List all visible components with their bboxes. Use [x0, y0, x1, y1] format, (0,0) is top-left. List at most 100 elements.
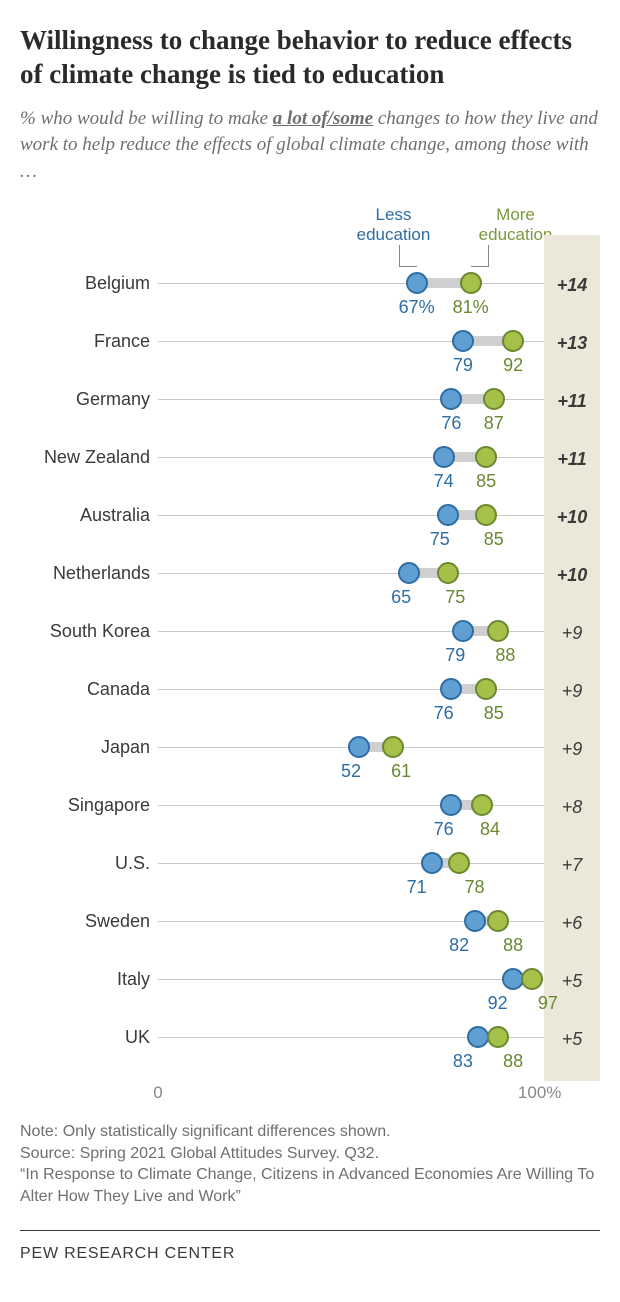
chart-row: Australia7585+10 — [20, 501, 600, 559]
chart-row: Netherlands6575+10 — [20, 559, 600, 617]
baseline — [158, 573, 544, 574]
baseline — [158, 283, 544, 284]
dot-less-education — [440, 794, 462, 816]
value-more-education: 78 — [465, 877, 485, 898]
dot-less-education — [440, 678, 462, 700]
footer-attribution: PEW RESEARCH CENTER — [20, 1230, 600, 1263]
country-label: Australia — [20, 501, 158, 526]
diff-value: +13 — [544, 333, 600, 354]
dot-less-education — [464, 910, 486, 932]
value-more-education: 88 — [503, 1051, 523, 1072]
value-less-education: 67% — [399, 297, 435, 318]
plot-area: 79 92 — [158, 327, 544, 385]
value-less-education: 74 — [434, 471, 454, 492]
note-line: Note: Only statistically significant dif… — [20, 1121, 600, 1143]
value-less-education: 76 — [434, 703, 454, 724]
dot-more-education — [437, 562, 459, 584]
value-less-education: 52 — [341, 761, 361, 782]
chart-row: Belgium 67% 81% +14 — [20, 269, 600, 327]
dot-less-education — [440, 388, 462, 410]
diff-value: +11 — [544, 391, 600, 412]
dot-more-education — [471, 794, 493, 816]
dot-more-education — [460, 272, 482, 294]
value-more-education: 88 — [503, 935, 523, 956]
axis-max-label: 100% — [518, 1083, 561, 1103]
diff-value: +14 — [544, 275, 600, 296]
value-more-education: 85 — [476, 471, 496, 492]
chart-row: Canada 76 85 +9 — [20, 675, 600, 733]
plot-area: 67% 81% — [158, 269, 544, 327]
value-more-education: 81% — [453, 297, 489, 318]
dot-more-education — [502, 330, 524, 352]
chart-rows: Belgium67%81%+14France7992+13Germany7687… — [20, 269, 600, 1081]
plot-area: 83 88 — [158, 1023, 544, 1081]
plot-area: 74 85 — [158, 443, 544, 501]
plot-area: 76 87 — [158, 385, 544, 443]
value-more-education: 61 — [391, 761, 411, 782]
dot-less-education — [452, 620, 474, 642]
country-label: Japan — [20, 733, 158, 758]
value-more-education: 84 — [480, 819, 500, 840]
dot-less-education — [433, 446, 455, 468]
value-more-education: 92 — [503, 355, 523, 376]
diff-value: +10 — [544, 565, 600, 586]
subtitle-pre: % who would be willing to make — [20, 108, 273, 129]
dot-more-education — [475, 446, 497, 468]
diff-value: +6 — [544, 913, 600, 934]
chart-subtitle: % who would be willing to make a lot of/… — [20, 106, 600, 186]
diff-value: +5 — [544, 1029, 600, 1050]
diff-value: +9 — [544, 681, 600, 702]
dot-less-education — [348, 736, 370, 758]
diff-value: +9 — [544, 623, 600, 644]
dot-more-education — [487, 1026, 509, 1048]
chart-notes: Note: Only statistically significant dif… — [20, 1121, 600, 1207]
dot-more-education — [475, 678, 497, 700]
dot-more-education — [487, 620, 509, 642]
axis-row: 0 100% — [20, 1081, 600, 1109]
chart-row: Singapore7684+8 — [20, 791, 600, 849]
axis-min-label: 0 — [153, 1083, 162, 1103]
dot-less-education — [398, 562, 420, 584]
note-line: “In Response to Climate Change, Citizens… — [20, 1164, 600, 1207]
value-less-education: 75 — [430, 529, 450, 550]
country-label: Netherlands — [20, 559, 158, 584]
plot-area: 6575 — [158, 559, 544, 617]
plot-area: 7585 — [158, 501, 544, 559]
dot-less-education — [421, 852, 443, 874]
country-label: Sweden — [20, 907, 158, 932]
legend-connector — [471, 245, 489, 267]
value-more-education: 88 — [495, 645, 515, 666]
country-label: Canada — [20, 675, 158, 700]
subtitle-emphasis: a lot of/some — [273, 108, 373, 129]
country-label: UK — [20, 1023, 158, 1048]
value-less-education: 71 — [407, 877, 427, 898]
value-less-education: 79 — [445, 645, 465, 666]
country-label: Germany — [20, 385, 158, 410]
legend-more-education: Moreeducation — [479, 205, 553, 244]
note-line: Source: Spring 2021 Global Attitudes Sur… — [20, 1143, 600, 1165]
country-label: South Korea — [20, 617, 158, 642]
plot-area: 71 78 — [158, 849, 544, 907]
dot-more-education — [483, 388, 505, 410]
chart-row: U.S. 71 78 +7 — [20, 849, 600, 907]
value-less-education: 83 — [453, 1051, 473, 1072]
value-more-education: 75 — [445, 587, 465, 608]
value-more-education: 87 — [484, 413, 504, 434]
plot-area: 79 88 — [158, 617, 544, 675]
value-less-education: 76 — [434, 819, 454, 840]
country-label: Singapore — [20, 791, 158, 816]
country-label: U.S. — [20, 849, 158, 874]
chart-row: Germany 76 87 +11 — [20, 385, 600, 443]
value-more-education: 85 — [484, 703, 504, 724]
country-label: Belgium — [20, 269, 158, 294]
value-less-education: 76 — [441, 413, 461, 434]
country-label: Italy — [20, 965, 158, 990]
diff-value: +7 — [544, 855, 600, 876]
value-less-education: 92 — [488, 993, 508, 1014]
dot-more-education — [487, 910, 509, 932]
dot-less-education — [437, 504, 459, 526]
chart-area: Diff LesseducationMoreeducation Belgium6… — [20, 205, 600, 1109]
plot-area: 52 61 — [158, 733, 544, 791]
value-less-education: 79 — [453, 355, 473, 376]
dot-more-education — [448, 852, 470, 874]
